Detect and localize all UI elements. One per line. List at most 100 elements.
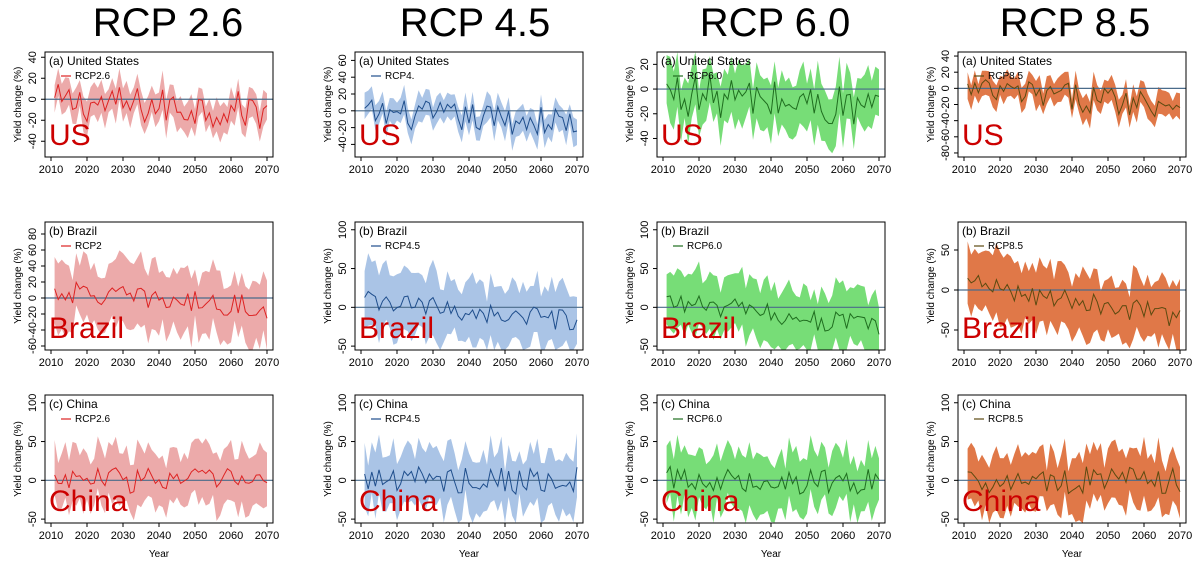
series-line-3-0 — [967, 79, 1181, 118]
legend-label-2-0: RCP6.0 — [687, 71, 722, 82]
ytick-label-1-2-3: 100 — [337, 394, 349, 412]
xtick-label-2-1-6: 2070 — [867, 357, 891, 369]
xtick-label-2-0-6: 2070 — [867, 164, 891, 176]
xtick-label-3-1-5: 2060 — [1132, 357, 1156, 369]
ytick-label-3-0-4: 0 — [940, 85, 952, 91]
xtick-label-3-1-0: 2010 — [952, 357, 976, 369]
xtick-label-0-1-5: 2060 — [219, 357, 243, 369]
series-line-1-1 — [364, 290, 578, 331]
ytick-label-3-2-2: 50 — [940, 435, 952, 447]
xtick-label-0-0-4: 2050 — [183, 164, 207, 176]
series-line-0-0 — [54, 84, 268, 129]
ytick-label-3-0-1: -60 — [940, 129, 952, 145]
xtick-label-3-2-5: 2060 — [1132, 530, 1156, 542]
legend-label-1-1: RCP4.5 — [385, 241, 420, 252]
ytick-label-2-2-0: -50 — [639, 511, 651, 527]
xtick-label-2-1-0: 2010 — [651, 357, 675, 369]
series-line-3-1 — [967, 274, 1181, 327]
xtick-label-1-0-6: 2070 — [565, 164, 589, 176]
column-title-0: RCP 2.6 — [93, 1, 243, 45]
uncertainty-band-1-1 — [364, 253, 577, 350]
ytick-label-0-2-0: -50 — [27, 511, 39, 527]
panel-label-3-1: (b) Brazil — [962, 224, 1010, 238]
xtick-label-3-0-6: 2070 — [1168, 164, 1192, 176]
ytick-label-1-2-0: -50 — [337, 511, 349, 527]
xtick-label-2-2-2: 2030 — [723, 530, 747, 542]
country-label-0-2: China — [49, 485, 128, 518]
panel-label-3-0: (a) United States — [962, 54, 1052, 68]
country-label-2-1: Brazil — [661, 312, 736, 345]
xtick-label-1-1-6: 2070 — [565, 357, 589, 369]
xtick-label-1-1-1: 2020 — [385, 357, 409, 369]
country-label-3-0: US — [962, 119, 1004, 152]
xtick-label-0-0-5: 2060 — [219, 164, 243, 176]
xtick-label-3-0-5: 2060 — [1132, 164, 1156, 176]
y-axis-label-0-1: Yield change (%) — [13, 248, 24, 324]
panel-1-1: -50 0 50 100 2010 2020 2030 2040 2050 2060 2070 Yie… — [323, 221, 589, 369]
panel-label-3-2: (c) China — [962, 397, 1011, 411]
xtick-label-2-2-3: 2040 — [759, 530, 783, 542]
y-axis-label-1-0: Yield change (%) — [323, 67, 334, 143]
country-label-0-1: Brazil — [49, 312, 124, 345]
xtick-label-3-0-3: 2040 — [1060, 164, 1084, 176]
panel-label-2-2: (c) China — [661, 397, 710, 411]
series-line-0-1 — [54, 280, 268, 319]
legend-label-2-2: RCP6.0 — [687, 414, 722, 425]
ytick-label-0-1-3: 0 — [27, 295, 39, 301]
xtick-label-0-2-4: 2050 — [183, 530, 207, 542]
series-line-1-0 — [364, 98, 578, 137]
ytick-label-2-1-1: 0 — [639, 304, 651, 310]
x-axis-label-1: Year — [459, 549, 480, 560]
series-line-0-2 — [54, 466, 268, 494]
ytick-label-2-0-3: 20 — [639, 58, 651, 70]
country-label-1-0: US — [359, 119, 401, 152]
ytick-label-2-0-2: 0 — [639, 86, 651, 92]
ytick-label-2-1-2: 50 — [639, 262, 651, 274]
xtick-label-3-1-4: 2050 — [1096, 357, 1120, 369]
country-label-1-2: China — [359, 485, 438, 518]
ytick-label-1-1-0: -50 — [337, 338, 349, 354]
ytick-label-3-2-1: 0 — [940, 477, 952, 483]
xtick-label-3-0-0: 2010 — [952, 164, 976, 176]
legend-label-0-1: RCP2 — [75, 241, 102, 252]
legend-label-1-2: RCP4.5 — [385, 414, 420, 425]
ytick-label-0-0-2: 0 — [27, 96, 39, 102]
ytick-label-0-1-4: 20 — [27, 276, 39, 288]
series-line-2-1 — [666, 294, 880, 335]
xtick-label-2-0-5: 2060 — [831, 164, 855, 176]
xtick-label-0-1-6: 2070 — [255, 357, 279, 369]
xtick-label-2-1-1: 2020 — [687, 357, 711, 369]
ytick-label-0-1-1: -40 — [27, 322, 39, 338]
y-axis-label-1-1: Yield change (%) — [323, 248, 334, 324]
y-axis-label-1-2: Yield change (%) — [323, 421, 334, 497]
ytick-label-1-1-3: 100 — [337, 221, 349, 239]
xtick-label-1-1-3: 2040 — [457, 357, 481, 369]
series-line-3-2 — [967, 466, 1181, 495]
country-label-3-1: Brazil — [962, 312, 1037, 345]
xtick-label-0-2-6: 2070 — [255, 530, 279, 542]
xtick-label-2-0-1: 2020 — [687, 164, 711, 176]
xtick-label-3-1-6: 2070 — [1168, 357, 1192, 369]
xtick-label-2-1-5: 2060 — [831, 357, 855, 369]
series-line-1-2 — [364, 465, 578, 496]
xtick-label-0-1-1: 2020 — [75, 357, 99, 369]
xtick-label-3-1-3: 2040 — [1060, 357, 1084, 369]
ytick-label-0-0-1: -20 — [27, 112, 39, 128]
panel-label-2-0: (a) United States — [661, 54, 751, 68]
panel-label-2-1: (b) Brazil — [661, 224, 709, 238]
xtick-label-0-1-4: 2050 — [183, 357, 207, 369]
country-label-2-0: US — [661, 119, 703, 152]
ytick-label-1-1-1: 0 — [337, 304, 349, 310]
ytick-label-0-2-3: 100 — [27, 394, 39, 412]
uncertainty-band-1-0 — [364, 84, 577, 151]
ytick-label-3-0-5: 20 — [940, 66, 952, 78]
xtick-label-0-2-1: 2020 — [75, 530, 99, 542]
y-axis-label-2-2: Yield change (%) — [625, 421, 636, 497]
xtick-label-2-0-3: 2040 — [759, 164, 783, 176]
y-axis-label-0-2: Yield change (%) — [13, 421, 24, 497]
xtick-label-1-1-4: 2050 — [493, 357, 517, 369]
xtick-label-0-2-0: 2010 — [39, 530, 63, 542]
column-title-2: RCP 6.0 — [700, 1, 850, 45]
xtick-label-1-0-5: 2060 — [529, 164, 553, 176]
